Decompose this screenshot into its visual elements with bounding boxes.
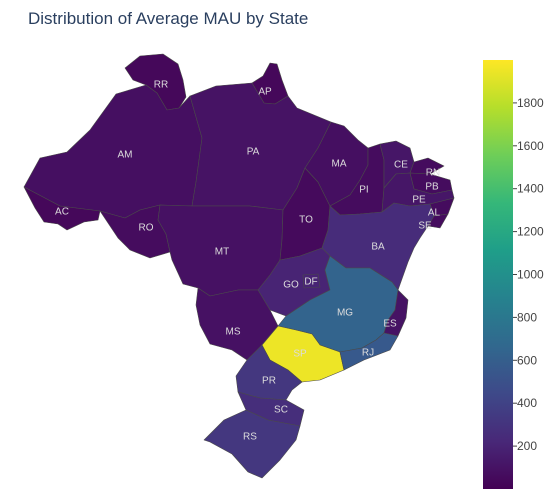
colorbar-tick-label: 1800 bbox=[517, 96, 544, 110]
state-label-ms: MS bbox=[226, 327, 241, 338]
colorbar-tick-label: 1400 bbox=[517, 182, 544, 196]
state-label-ap: AP bbox=[258, 87, 272, 98]
state-label-al: AL bbox=[428, 208, 441, 219]
colorbar-gradient bbox=[483, 60, 513, 489]
state-label-pa: PA bbox=[247, 147, 260, 158]
state-label-ro: RO bbox=[139, 223, 154, 234]
colorbar: 200 400 600 800 1000 1200 1400 1600 1800 bbox=[483, 60, 544, 489]
state-label-go: GO bbox=[283, 280, 299, 291]
state-region-rr[interactable] bbox=[124, 53, 187, 111]
chart-title: Distribution of Average MAU by State bbox=[28, 9, 309, 28]
state-label-am: AM bbox=[118, 150, 133, 161]
state-label-ce: CE bbox=[394, 160, 408, 171]
colorbar-tick-label: 400 bbox=[517, 396, 537, 410]
colorbar-tick-label: 1200 bbox=[517, 225, 544, 239]
colorbar-tick-label: 800 bbox=[517, 310, 537, 324]
state-label-ac: AC bbox=[55, 207, 69, 218]
state-label-pi: PI bbox=[359, 185, 368, 196]
state-label-to: TO bbox=[299, 215, 313, 226]
colorbar-tick-label: 600 bbox=[517, 353, 537, 367]
state-label-rr: RR bbox=[154, 80, 168, 91]
state-region-rs[interactable] bbox=[203, 409, 301, 479]
state-label-sp: SP bbox=[293, 349, 307, 360]
states-layer bbox=[23, 53, 455, 479]
state-label-rs: RS bbox=[243, 432, 257, 443]
state-region-ac[interactable] bbox=[23, 186, 101, 231]
state-label-pb: PB bbox=[425, 182, 439, 193]
colorbar-tick-label: 1600 bbox=[517, 139, 544, 153]
state-region-pr[interactable] bbox=[235, 344, 303, 401]
state-region-rj[interactable] bbox=[339, 332, 399, 371]
state-region-rn[interactable] bbox=[409, 157, 445, 175]
state-label-pe: PE bbox=[412, 195, 426, 206]
colorbar-ticks: 200 400 600 800 1000 1200 1400 1600 1800 bbox=[513, 96, 544, 453]
colorbar-tick-label: 1000 bbox=[517, 268, 544, 282]
state-label-pr: PR bbox=[262, 376, 276, 387]
state-label-rn: RN bbox=[426, 168, 440, 179]
colorbar-tick-label: 200 bbox=[517, 439, 537, 453]
state-region-df[interactable] bbox=[302, 273, 321, 289]
state-label-df: DF bbox=[304, 277, 317, 288]
state-label-sc: SC bbox=[274, 405, 288, 416]
state-label-ma: MA bbox=[332, 159, 347, 170]
state-label-rj: RJ bbox=[362, 348, 374, 359]
state-label-mt: MT bbox=[215, 247, 229, 258]
state-label-se: SE bbox=[418, 221, 432, 232]
state-label-es: ES bbox=[383, 319, 397, 330]
state-label-mg: MG bbox=[337, 308, 353, 319]
state-label-ba: BA bbox=[371, 242, 385, 253]
